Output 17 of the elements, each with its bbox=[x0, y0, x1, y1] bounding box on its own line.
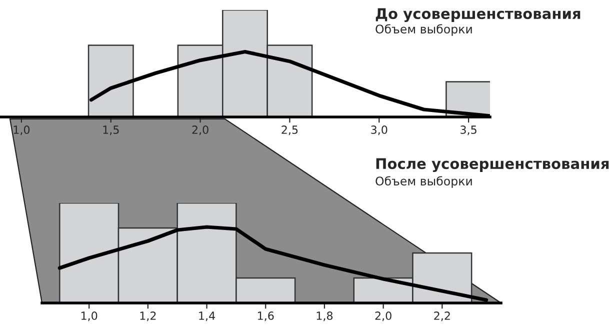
x-tick-label: 1,0 bbox=[14, 126, 30, 136]
x-tick-label: 2,2 bbox=[434, 312, 450, 322]
x-tick-label: 2,0 bbox=[375, 312, 392, 322]
x-tick-label: 1,0 bbox=[81, 312, 98, 322]
x-tick-label: 2,0 bbox=[192, 126, 208, 136]
chart-subtitle: Объем выборки bbox=[376, 176, 472, 188]
x-tick-label: 3,5 bbox=[460, 126, 476, 136]
x-tick-label: 1,4 bbox=[199, 312, 215, 322]
x-tick-label: 1,2 bbox=[140, 312, 156, 322]
text: Объем выборки bbox=[376, 24, 472, 36]
x-tick-label: 1,8 bbox=[316, 312, 333, 322]
x-tick-label: 2,5 bbox=[282, 126, 298, 136]
chart-title: До усовершенствования bbox=[376, 8, 580, 22]
x-tick-label: 1,5 bbox=[103, 126, 119, 136]
x-tick-label: 1,6 bbox=[258, 312, 274, 322]
x-tick-label: 3,0 bbox=[371, 126, 388, 136]
chart-title: После усовершенствования bbox=[376, 158, 609, 172]
